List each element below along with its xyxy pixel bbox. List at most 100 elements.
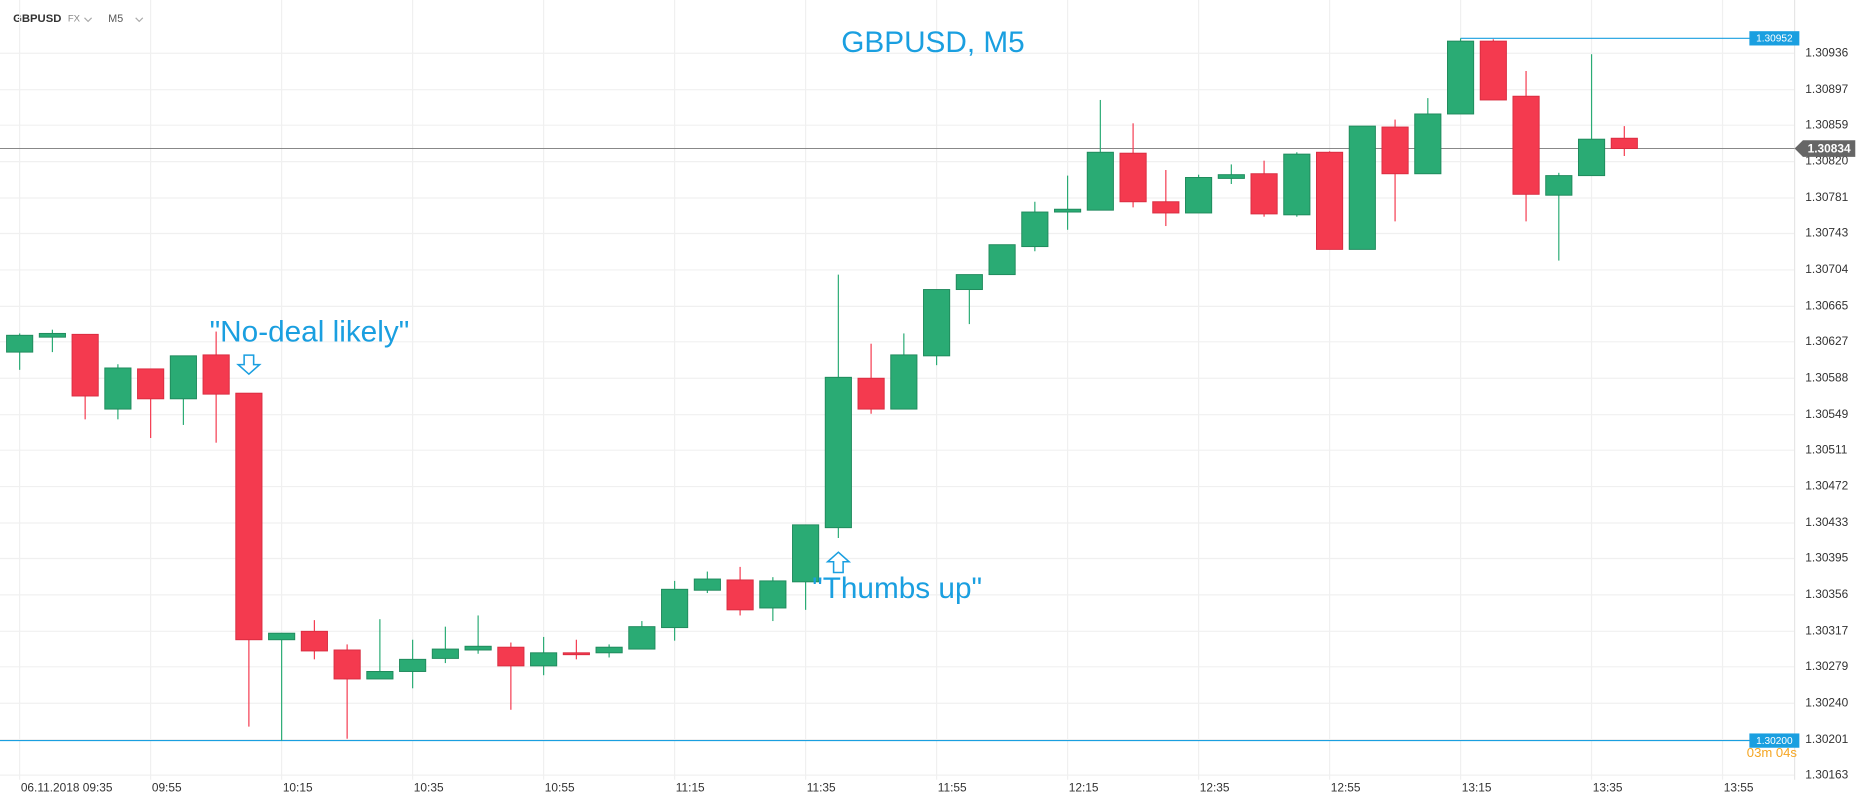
y-tick-label: 1.30240 bbox=[1805, 695, 1848, 709]
candle-body bbox=[1185, 176, 1213, 214]
market[interactable]: FX bbox=[68, 14, 81, 25]
candle bbox=[431, 626, 459, 664]
last-price-label: 1.30834 bbox=[1808, 141, 1851, 155]
dropdown-caret[interactable] bbox=[135, 17, 144, 23]
last-price-tag bbox=[1794, 140, 1856, 157]
candle-body bbox=[1414, 113, 1442, 175]
candle bbox=[202, 331, 230, 443]
y-tick-label: 1.30627 bbox=[1805, 334, 1848, 348]
candle-body bbox=[530, 652, 558, 667]
y-tick-label: 1.30356 bbox=[1805, 587, 1848, 601]
candle-body bbox=[1283, 153, 1311, 216]
candle bbox=[268, 632, 296, 741]
candle bbox=[890, 333, 918, 410]
candle-body bbox=[268, 632, 296, 641]
candle-body bbox=[169, 355, 197, 400]
candle-body bbox=[1348, 125, 1376, 250]
candle-body bbox=[300, 630, 328, 652]
candle bbox=[1316, 151, 1344, 250]
candle bbox=[1414, 98, 1442, 175]
candle-body bbox=[1250, 173, 1278, 215]
y-tick-label: 1.30163 bbox=[1805, 767, 1848, 781]
countdown: 03m 04s bbox=[1747, 745, 1798, 760]
candle bbox=[726, 566, 754, 616]
x-tick-label: 13:35 bbox=[1593, 780, 1623, 794]
timeframe[interactable]: M5 bbox=[108, 13, 123, 25]
candle bbox=[497, 642, 525, 710]
candle bbox=[1217, 164, 1245, 185]
x-tick-label: 11:55 bbox=[938, 780, 967, 794]
candle bbox=[366, 619, 394, 680]
candle bbox=[1610, 126, 1638, 156]
candle-body bbox=[1545, 175, 1573, 196]
candle-body bbox=[824, 376, 852, 529]
candle bbox=[1545, 172, 1573, 261]
candle bbox=[792, 524, 820, 610]
y-tick-label: 1.30433 bbox=[1805, 515, 1848, 529]
candle bbox=[595, 644, 623, 658]
low-tag bbox=[1749, 733, 1800, 748]
candle-body bbox=[1446, 40, 1475, 115]
low-tag-label: 1.30200 bbox=[1756, 736, 1793, 747]
candle bbox=[38, 329, 66, 353]
candle-body bbox=[399, 658, 427, 672]
candle bbox=[1381, 119, 1409, 222]
y-tick-label: 1.30279 bbox=[1805, 659, 1848, 673]
x-tick-label: 13:55 bbox=[1724, 780, 1754, 794]
candle-body bbox=[1610, 137, 1638, 150]
y-tick-label: 1.30549 bbox=[1805, 407, 1848, 421]
high-tag bbox=[1749, 31, 1800, 46]
candle bbox=[1119, 123, 1147, 208]
y-tick-label: 1.30704 bbox=[1805, 262, 1848, 276]
candle bbox=[1086, 99, 1114, 211]
y-tick-label: 1.30201 bbox=[1805, 732, 1848, 746]
candle bbox=[1021, 201, 1049, 252]
candle-body bbox=[693, 578, 721, 591]
candle bbox=[137, 368, 165, 439]
candle-body bbox=[988, 244, 1016, 276]
symbol[interactable]: GBPUSD bbox=[13, 13, 61, 25]
toolbar: GBPUSD FX M5 bbox=[13, 13, 144, 25]
candle-body bbox=[235, 392, 263, 641]
x-tick-label: 10:15 bbox=[283, 780, 313, 794]
candle bbox=[333, 644, 361, 739]
candle-body bbox=[497, 646, 525, 667]
candle bbox=[530, 636, 558, 676]
candle-body bbox=[1512, 95, 1540, 195]
candle-body bbox=[792, 524, 820, 583]
y-tick-label: 1.30317 bbox=[1805, 623, 1848, 637]
candle bbox=[955, 274, 983, 325]
candle bbox=[1152, 170, 1180, 227]
candle bbox=[1054, 175, 1082, 230]
candle bbox=[71, 333, 99, 420]
candle-body bbox=[857, 377, 885, 410]
candle-body bbox=[1152, 201, 1180, 214]
candle-body bbox=[562, 652, 590, 656]
high-tag-label: 1.30952 bbox=[1756, 34, 1793, 45]
candle bbox=[1446, 38, 1475, 115]
candle-body bbox=[595, 646, 623, 654]
candle bbox=[104, 364, 132, 420]
candle-body bbox=[726, 579, 754, 611]
candle-body bbox=[71, 333, 99, 397]
candle bbox=[693, 571, 721, 594]
candle bbox=[300, 620, 328, 660]
y-tick-label: 1.30936 bbox=[1805, 45, 1848, 59]
candle-body bbox=[1316, 151, 1344, 250]
candle bbox=[1479, 39, 1507, 101]
candle bbox=[1185, 174, 1213, 214]
candle bbox=[988, 244, 1016, 276]
y-tick-label: 1.30820 bbox=[1805, 154, 1848, 168]
candle-body bbox=[1119, 152, 1147, 203]
chart-title: GBPUSD, M5 bbox=[841, 26, 1024, 59]
candle bbox=[464, 615, 492, 654]
dropdown-caret[interactable] bbox=[84, 17, 93, 23]
candle bbox=[661, 580, 689, 641]
y-tick-label: 1.30743 bbox=[1805, 226, 1848, 240]
x-tick-label: 09:55 bbox=[152, 780, 182, 794]
candle-body bbox=[366, 671, 394, 680]
candle-body bbox=[1217, 174, 1245, 179]
candle-body bbox=[38, 332, 66, 338]
